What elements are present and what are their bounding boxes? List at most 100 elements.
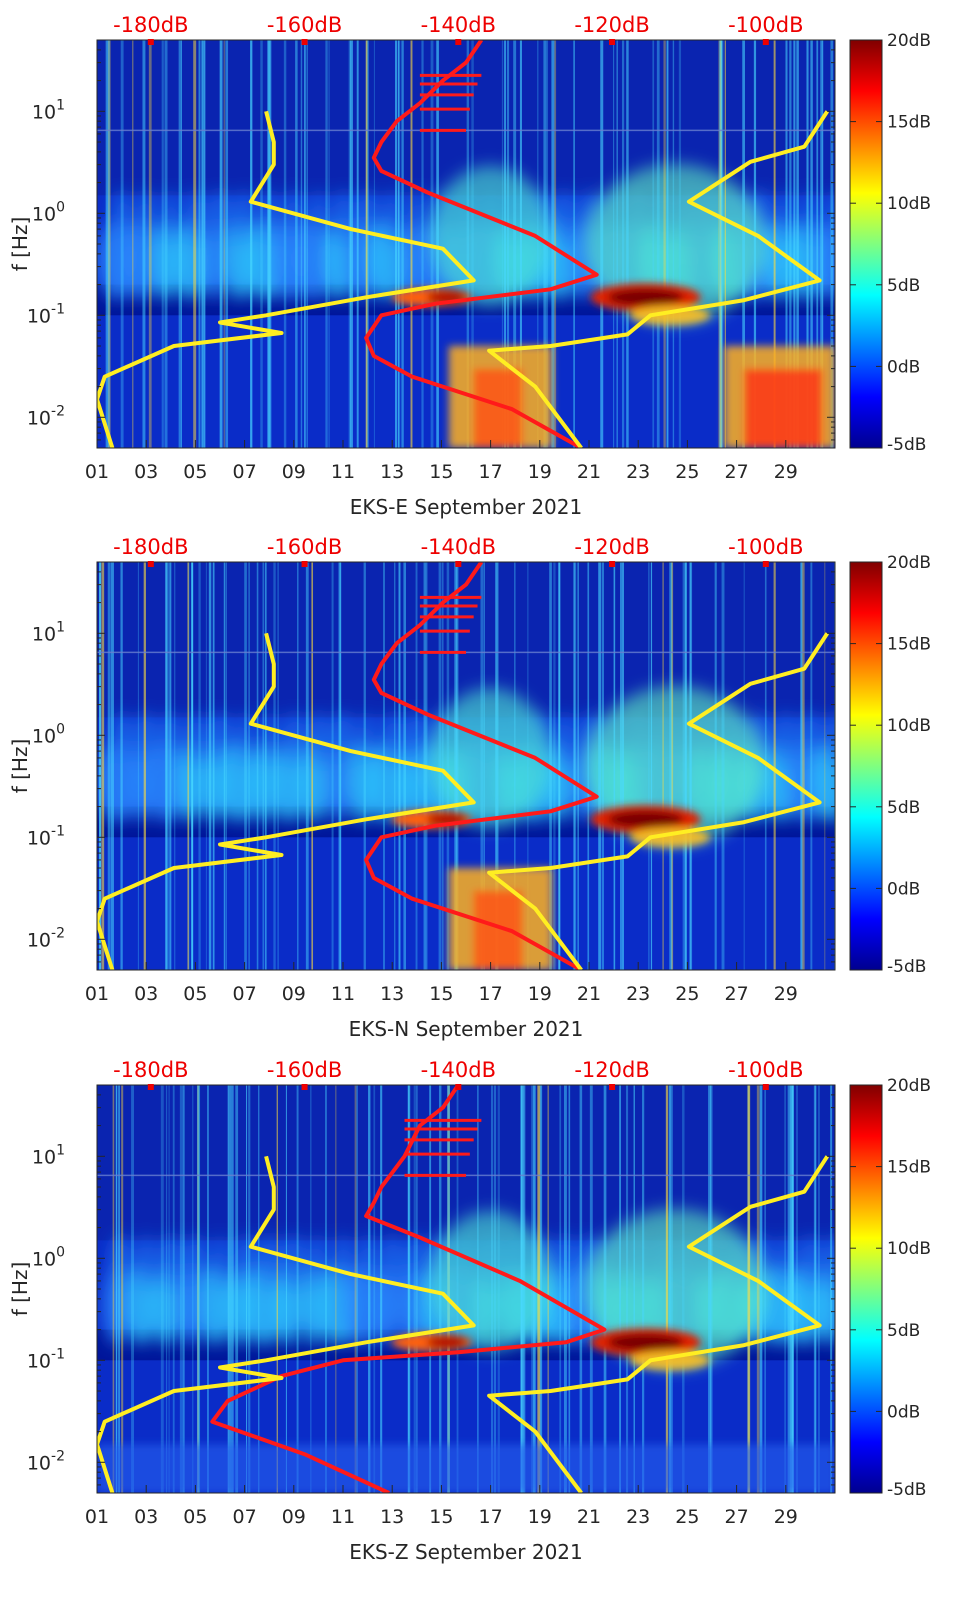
- spectrogram-streak: [506, 40, 510, 448]
- spectrogram-streak: [121, 1085, 124, 1493]
- spectrogram-blob: [211, 1234, 229, 1291]
- spectrogram-streak: [300, 40, 303, 448]
- spectrogram-streak: [258, 1085, 260, 1493]
- spectrogram-streak: [107, 562, 111, 970]
- spectrogram-streak: [198, 562, 201, 970]
- spectrogram-streak: [178, 40, 181, 448]
- spectrogram-streak: [558, 562, 561, 970]
- x-tick-label: 05: [183, 1506, 207, 1528]
- spectrogram-streak: [665, 1085, 669, 1493]
- spectrogram-streak: [818, 1085, 820, 1493]
- top-axis-tick: [609, 561, 616, 567]
- spectrogram-streak: [118, 1085, 120, 1493]
- colorbar-label: -5dB: [887, 435, 926, 455]
- spectrogram-blob: [235, 711, 254, 768]
- x-tick-label: 23: [626, 1506, 650, 1528]
- spectrogram-blob: [824, 711, 835, 768]
- spectrogram-streak: [438, 562, 442, 970]
- y-tick-label: 101: [32, 97, 65, 123]
- top-axis-label: -160dB: [267, 1058, 342, 1082]
- spectrogram-streak: [306, 40, 308, 448]
- spectrogram-streak: [354, 1085, 357, 1493]
- spectrogram-streak: [573, 40, 575, 448]
- x-tick-label: 29: [774, 983, 798, 1005]
- top-axis-label: -120dB: [574, 1058, 649, 1082]
- spectrogram-streak: [228, 1085, 231, 1493]
- spectrogram-blob: [554, 711, 575, 768]
- top-axis-tick: [301, 1084, 308, 1090]
- spectrogram-streak: [626, 40, 629, 448]
- spectrogram-streak: [305, 562, 309, 970]
- spectrogram-streak: [816, 40, 819, 448]
- spectrogram-streak: [497, 1085, 500, 1493]
- spectrogram-blob: [135, 1234, 157, 1291]
- spectrogram-streak: [296, 1085, 299, 1493]
- spectrogram-blob: [281, 711, 307, 768]
- spectrogram-streak: [131, 1085, 134, 1493]
- spectrogram-streak: [350, 40, 353, 448]
- spectrogram-streak: [520, 1085, 523, 1493]
- top-axis-tick: [147, 561, 154, 567]
- spectrogram-streak: [295, 40, 298, 448]
- spectrogram-streak: [796, 1085, 798, 1493]
- spectrogram-streak: [207, 1085, 209, 1493]
- y-tick-label: 10-2: [27, 403, 65, 429]
- spectrogram-streak: [338, 562, 342, 970]
- y-axis-label: f [Hz]: [8, 739, 32, 794]
- spectrogram-streak: [225, 562, 227, 970]
- y-tick-label: 101: [32, 1142, 65, 1168]
- spectrogram-streak: [495, 562, 499, 970]
- spectrogram-streak: [503, 40, 507, 448]
- spectrogram-streak: [689, 562, 692, 970]
- spectrogram-panel-3: 10-2 10-1 100 101 f [Hz] 01 03 05 07 09 11 13 15 17 19…: [8, 1058, 931, 1564]
- colorbar-label: 0dB: [887, 1402, 920, 1422]
- spectrogram-streak: [666, 40, 669, 448]
- colorbar: [849, 561, 883, 971]
- spectrogram-streak: [785, 40, 788, 448]
- top-axis-tick: [301, 561, 308, 567]
- top-axis-label: -120dB: [574, 13, 649, 37]
- spectrogram-streak: [191, 562, 193, 970]
- spectrogram-lowfreq-block: [473, 890, 523, 970]
- noise-curve-1: [364, 40, 599, 448]
- spectrogram-streak: [115, 1085, 117, 1493]
- spectrogram-streak: [101, 562, 105, 970]
- spectrogram-streak: [244, 562, 247, 970]
- spectrogram-streak: [380, 1085, 383, 1493]
- colorbar: [849, 39, 883, 449]
- spectrogram-streak: [764, 562, 767, 970]
- spectrogram-streak: [277, 562, 279, 970]
- spectrogram-streak: [759, 1085, 763, 1493]
- spectrogram-streak: [115, 1085, 118, 1493]
- spectrogram-streak: [208, 562, 211, 970]
- spectrogram-blob: [773, 711, 798, 768]
- spectrogram-streak: [789, 1085, 793, 1493]
- spectrogram-streak: [539, 1085, 543, 1493]
- spectrogram-streak: [369, 1085, 371, 1493]
- spectrogram-streak: [670, 1085, 673, 1493]
- spectrogram-streak: [256, 562, 259, 970]
- spectrogram-streak: [682, 1085, 685, 1493]
- spectrogram-streak: [587, 562, 590, 970]
- colorbar-label: 5dB: [887, 1321, 920, 1341]
- noise-curve-1: [210, 1085, 607, 1493]
- x-tick-label: 13: [380, 461, 404, 483]
- top-axis-tick: [762, 39, 769, 45]
- spectrogram-streak: [619, 1085, 621, 1493]
- spectrogram-band: [97, 562, 835, 718]
- spectrogram-streak: [143, 562, 147, 970]
- y-axis-label: f [Hz]: [8, 217, 32, 272]
- top-axis-tick: [762, 561, 769, 567]
- spectrogram-streak: [197, 1085, 200, 1493]
- top-axis-label: -180dB: [113, 535, 188, 559]
- spectrogram-streak: [164, 40, 168, 448]
- spectrogram-streak: [120, 40, 124, 448]
- spectrogram-streak: [477, 1085, 479, 1493]
- spectrogram-blob: [184, 711, 207, 768]
- spectrogram-streak: [193, 40, 197, 448]
- spectrogram-streak: [227, 1085, 230, 1493]
- spectrogram-streak: [501, 40, 503, 448]
- spectrogram-streak: [436, 40, 439, 448]
- spectrogram-streak: [265, 562, 267, 970]
- spectrogram-streak: [633, 1085, 635, 1493]
